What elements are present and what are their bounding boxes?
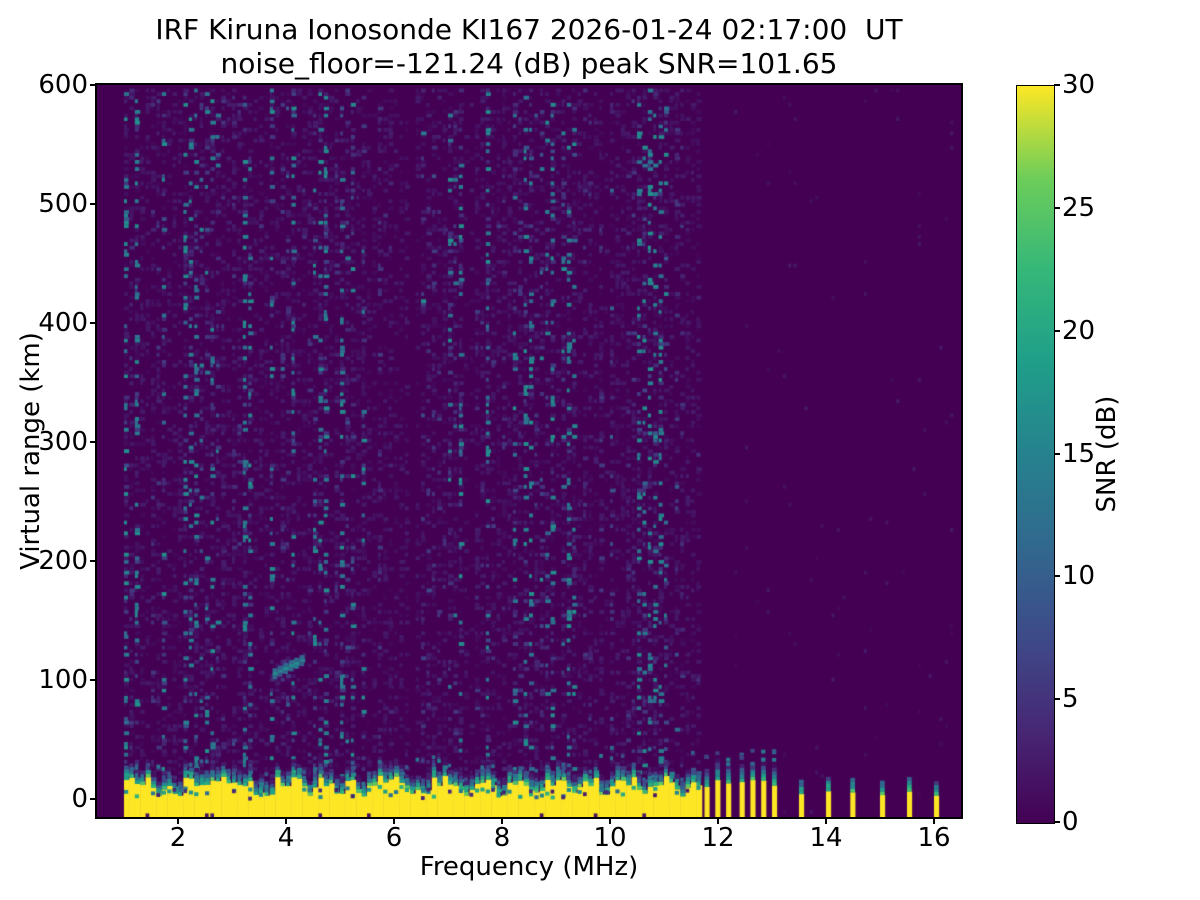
y-axis-label: Virtual range (km) — [16, 332, 46, 570]
x-tick-mark — [825, 817, 827, 824]
x-tick-label: 8 — [493, 823, 511, 853]
x-tick-mark — [393, 817, 395, 824]
colorbar-tick-mark — [1054, 452, 1060, 455]
colorbar-tick-label: 30 — [1062, 70, 1096, 100]
colorbar-tick-mark — [1054, 329, 1060, 332]
y-tick-mark — [90, 441, 97, 444]
y-tick-label: 400 — [38, 308, 88, 339]
ionogram-heatmap — [97, 85, 961, 817]
colorbar-tick-mark — [1054, 698, 1060, 701]
x-tick-mark — [933, 817, 935, 824]
y-tick-mark — [90, 679, 97, 682]
y-tick-label: 300 — [38, 427, 88, 458]
y-tick-label: 0 — [71, 784, 88, 815]
x-tick-label: 16 — [917, 823, 951, 853]
colorbar-tick-label: 5 — [1062, 684, 1079, 715]
x-tick-mark — [609, 817, 611, 824]
x-tick-mark — [285, 817, 287, 824]
y-tick-mark — [90, 84, 97, 86]
colorbar-label: SNR (dB) — [1092, 395, 1122, 513]
colorbar-tick-label: 10 — [1062, 561, 1096, 592]
x-tick-mark — [501, 817, 503, 824]
colorbar-tick-label: 20 — [1062, 315, 1096, 346]
y-tick-mark — [90, 798, 97, 801]
y-tick-mark — [90, 560, 97, 563]
x-tick-mark — [177, 817, 179, 824]
y-tick-mark — [90, 203, 97, 206]
colorbar-tick-mark — [1054, 206, 1060, 209]
x-tick-label: 10 — [593, 823, 627, 853]
chart-title: IRF Kiruna Ionosonde KI167 2026-01-24 02… — [155, 13, 903, 46]
x-tick-label: 4 — [277, 823, 295, 853]
x-tick-label: 2 — [169, 823, 187, 853]
colorbar-tick-label: 15 — [1062, 438, 1096, 469]
chart-subtitle: noise_floor=-121.24 (dB) peak SNR=101.65 — [220, 47, 838, 80]
x-tick-label: 14 — [809, 823, 843, 853]
colorbar-tick-mark — [1054, 575, 1060, 578]
colorbar-tick-mark — [1054, 821, 1060, 823]
colorbar-tick-mark — [1054, 84, 1060, 86]
x-tick-label: 12 — [701, 823, 735, 853]
y-tick-label: 600 — [38, 70, 88, 100]
colorbar — [1016, 85, 1055, 824]
y-tick-label: 500 — [38, 189, 88, 220]
x-tick-mark — [717, 817, 719, 824]
x-axis-label: Frequency (MHz) — [419, 852, 639, 882]
x-tick-label: 6 — [385, 823, 403, 853]
y-tick-label: 100 — [38, 665, 88, 696]
y-tick-mark — [90, 322, 97, 325]
colorbar-tick-label: 25 — [1062, 192, 1096, 223]
y-tick-label: 200 — [38, 546, 88, 577]
colorbar-tick-label: 0 — [1062, 807, 1079, 837]
